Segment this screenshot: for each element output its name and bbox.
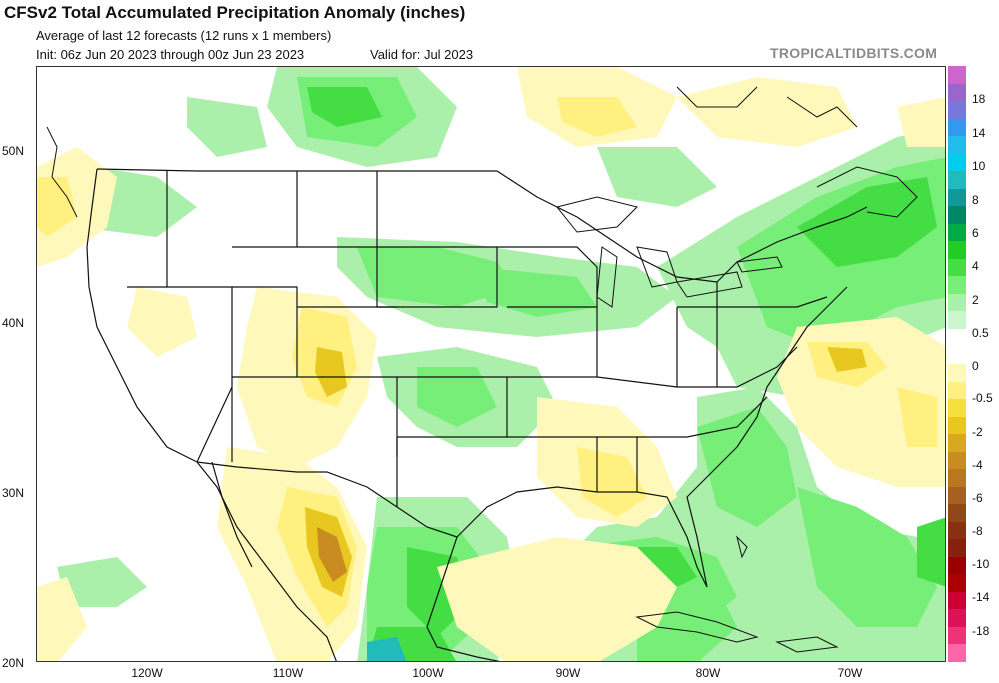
colorbar-label: -18: [972, 624, 990, 638]
colorbar-swatch: [948, 504, 966, 523]
lon-label-80w: 80W: [695, 666, 721, 680]
lon-label-90w: 90W: [555, 666, 581, 680]
colorbar-swatch: [948, 539, 966, 558]
colorbar-label: 0.5: [972, 326, 989, 340]
colorbar-label: 0: [972, 359, 979, 373]
colorbar-label: -14: [972, 590, 990, 604]
colorbar-swatch: [948, 328, 966, 347]
colorbar-swatch: [948, 574, 966, 593]
colorbar-label: 18: [972, 92, 986, 106]
colorbar-swatch: [948, 83, 966, 102]
colorbar-label: -2: [972, 425, 983, 439]
boundaries: [86, 168, 868, 661]
colorbar-swatch: [948, 188, 966, 207]
colorbar-label: 4: [972, 259, 979, 273]
colorbar-label: 2: [972, 293, 979, 307]
colorbar-label: -4: [972, 458, 983, 472]
lon-label-70w: 70W: [837, 666, 863, 680]
colorbar-swatch: [948, 206, 966, 225]
brown-areas: [317, 527, 347, 582]
colorbar-swatch: [948, 364, 966, 383]
colorbar-label: 6: [972, 226, 979, 240]
colorbar-swatch: [948, 609, 966, 628]
map-title: CFSv2 Total Accumulated Precipitation An…: [4, 3, 466, 22]
colorbar-label: 10: [972, 159, 986, 173]
valid-time: Valid for: Jul 2023: [370, 47, 474, 62]
header: CFSv2 Total Accumulated Precipitation An…: [0, 0, 999, 66]
colorbar-swatch: [948, 223, 966, 242]
colorbar-swatch: [948, 101, 966, 120]
colorbar-swatch: [948, 66, 966, 85]
colorbar-swatch: [948, 171, 966, 190]
colorbar-swatch: [948, 293, 966, 312]
lon-label-100w: 100W: [412, 666, 444, 680]
colorbar-swatch: [948, 381, 966, 400]
colorbar-swatch: [948, 451, 966, 470]
colorbar-swatch: [948, 486, 966, 505]
caribbean-islands: [635, 535, 839, 653]
lon-label-120w: 120W: [131, 666, 163, 680]
colorbar-swatch: [948, 258, 966, 277]
great-lakes: [556, 196, 783, 308]
colorbar-swatch: [948, 626, 966, 645]
brand-watermark: TROPICALTIDBITS.COM: [770, 45, 938, 61]
precip-anomaly-map: [36, 66, 946, 662]
colorbar-label: -0.5: [972, 391, 993, 405]
lat-label-20n: 20N: [2, 656, 25, 670]
canada-coast: [46, 86, 918, 218]
colorbar-swatch: [948, 591, 966, 610]
colorbar-swatch: [948, 346, 966, 365]
colorbar-label: 14: [972, 126, 986, 140]
colorbar-swatch: [948, 311, 966, 330]
colorbar-label: 8: [972, 193, 979, 207]
colorbar-swatch: [948, 276, 966, 295]
lat-label-30n: 30N: [2, 486, 25, 500]
lat-label-50n: 50N: [2, 144, 25, 158]
colorbar-swatch: [948, 434, 966, 453]
colorbar-swatch: [948, 118, 966, 137]
colorbar-label: -10: [972, 557, 990, 571]
teal-areas: [367, 637, 407, 661]
init-time: Init: 06z Jun 20 2023 through 00z Jun 23…: [36, 47, 305, 62]
colorbar-swatch: [948, 556, 966, 575]
colorbar-swatch: [948, 241, 966, 260]
colorbar-swatch: [948, 416, 966, 435]
colorbar-swatch: [948, 521, 966, 540]
colorbar-swatch: [948, 153, 966, 172]
colorbar: [948, 66, 966, 663]
colorbar-swatch: [948, 469, 966, 488]
lat-label-40n: 40N: [2, 316, 25, 330]
lon-label-110w: 110W: [272, 666, 304, 680]
map-canvas: [37, 67, 945, 661]
colorbar-swatch: [948, 399, 966, 418]
colorbar-swatch: [948, 644, 966, 663]
colorbar-label: -6: [972, 491, 983, 505]
colorbar-swatch: [948, 136, 966, 155]
forecast-subtitle: Average of last 12 forecasts (12 runs x …: [36, 28, 332, 43]
colorbar-label: -8: [972, 524, 983, 538]
